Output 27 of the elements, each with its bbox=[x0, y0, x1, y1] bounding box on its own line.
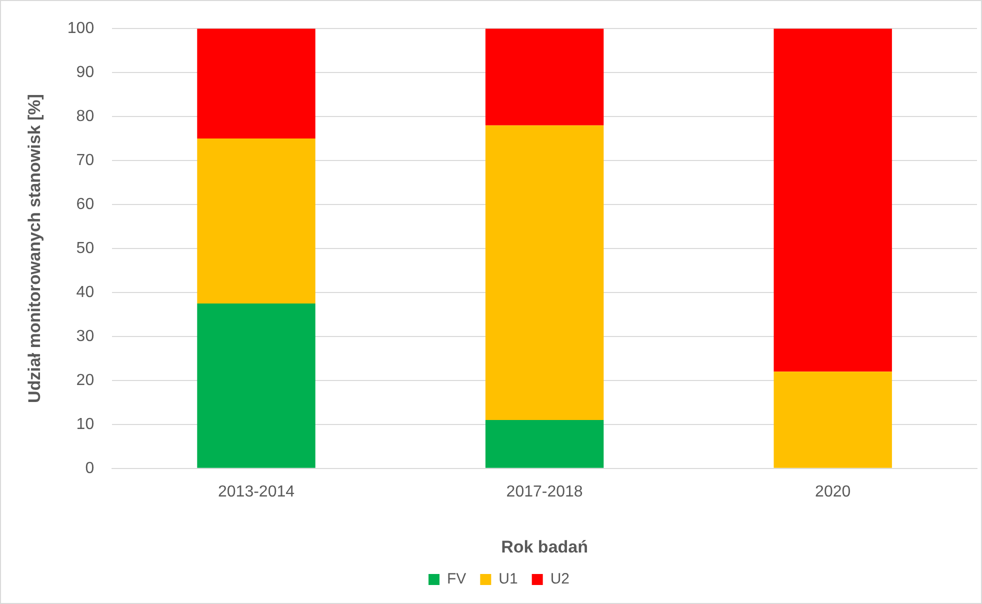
bar bbox=[774, 372, 892, 468]
y-tick-label: 40 bbox=[76, 284, 94, 301]
bar bbox=[485, 28, 604, 126]
bar bbox=[197, 28, 316, 139]
x-tick-label: 2017-2018 bbox=[506, 483, 583, 500]
y-axis-title: Udział monitorowanych stanowisk [%] bbox=[24, 94, 44, 403]
legend-label: U1 bbox=[498, 570, 518, 588]
legend-label: FV bbox=[446, 570, 466, 588]
y-tick-label: 20 bbox=[76, 372, 94, 389]
x-tick-label: 2020 bbox=[815, 483, 851, 500]
bar bbox=[485, 125, 604, 420]
bar bbox=[485, 420, 604, 468]
y-tick-label: 60 bbox=[76, 196, 94, 213]
y-tick-label: 30 bbox=[76, 328, 94, 345]
y-tick-label: 50 bbox=[76, 240, 94, 257]
legend-label: U2 bbox=[550, 570, 570, 588]
bar bbox=[774, 28, 892, 372]
x-tick-label: 2013-2014 bbox=[218, 483, 295, 500]
y-tick-label: 100 bbox=[67, 20, 94, 38]
bar bbox=[197, 303, 316, 468]
y-tick-label: 70 bbox=[76, 152, 94, 169]
x-axis-title: Rok badań bbox=[501, 537, 588, 556]
y-tick-label: 80 bbox=[76, 108, 94, 125]
bar bbox=[197, 138, 316, 304]
y-tick-label: 10 bbox=[76, 416, 94, 433]
y-tick-label: 0 bbox=[85, 460, 94, 477]
y-tick-label: 90 bbox=[76, 64, 94, 81]
